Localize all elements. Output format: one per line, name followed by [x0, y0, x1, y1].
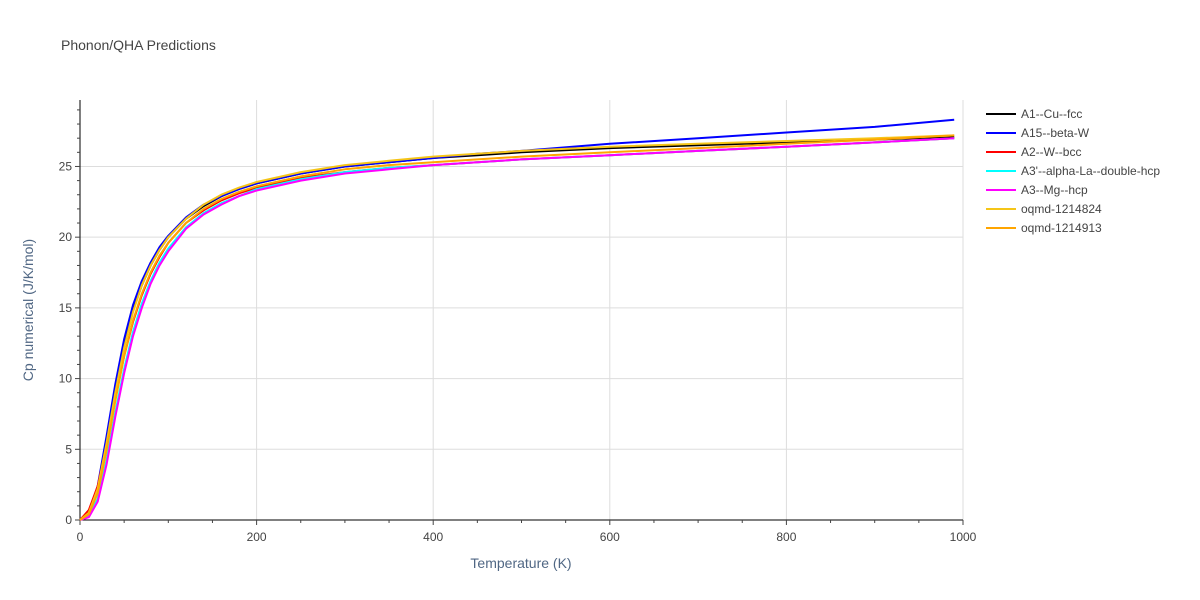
legend-label-4: A3--Mg--hcp	[1021, 183, 1088, 197]
x-tick-label-3: 600	[600, 530, 620, 544]
x-tick-label-1: 200	[247, 530, 267, 544]
legend-item-4[interactable]: A3--Mg--hcp	[986, 183, 1088, 197]
y-tick-label-0: 0	[65, 513, 72, 527]
series-line-1	[79, 118, 955, 521]
y-tick-label-2: 10	[59, 372, 73, 386]
legend-item-0[interactable]: A1--Cu--fcc	[986, 107, 1082, 121]
y-tick-label-4: 20	[59, 230, 73, 244]
series-line-6	[79, 134, 955, 521]
x-axis-title: Temperature (K)	[470, 555, 571, 571]
series-layer	[79, 118, 955, 521]
series-line-4	[79, 137, 955, 521]
x-tick-label-2: 400	[423, 530, 443, 544]
legend[interactable]: A1--Cu--fcc A15--beta-W A2--W--bcc A3'--alp…	[986, 107, 1160, 235]
series-line-3	[79, 137, 955, 521]
legend-label-0: A1--Cu--fcc	[1021, 107, 1082, 121]
y-tick-label-1: 5	[65, 442, 72, 456]
series-line-2	[79, 137, 955, 521]
legend-label-3: A3'--alpha-La--double-hcp	[1021, 164, 1160, 178]
series-line-5	[79, 134, 955, 521]
legend-item-2[interactable]: A2--W--bcc	[986, 145, 1081, 159]
legend-label-2: A2--W--bcc	[1021, 145, 1081, 159]
axes-layer: 0 200 400 600 800 1000 0 5 10 15 20 25	[59, 100, 977, 544]
legend-label-6: oqmd-1214913	[1021, 221, 1102, 235]
y-axis-title: Cp numerical (J/K/mol)	[20, 239, 36, 381]
x-tick-label-5: 1000	[950, 530, 977, 544]
legend-item-5[interactable]: oqmd-1214824	[986, 202, 1102, 216]
legend-item-6[interactable]: oqmd-1214913	[986, 221, 1102, 235]
legend-label-5: oqmd-1214824	[1021, 202, 1102, 216]
y-tick-label-3: 15	[59, 301, 73, 315]
y-tick-label-5: 25	[59, 159, 73, 173]
grid-layer	[80, 100, 964, 520]
series-line-0	[79, 135, 955, 521]
legend-label-1: A15--beta-W	[1021, 126, 1090, 140]
x-tick-label-4: 800	[776, 530, 796, 544]
chart-title: Phonon/QHA Predictions	[61, 37, 216, 53]
legend-item-1[interactable]: A15--beta-W	[986, 126, 1090, 140]
legend-item-3[interactable]: A3'--alpha-La--double-hcp	[986, 164, 1160, 178]
x-tick-label-0: 0	[77, 530, 84, 544]
